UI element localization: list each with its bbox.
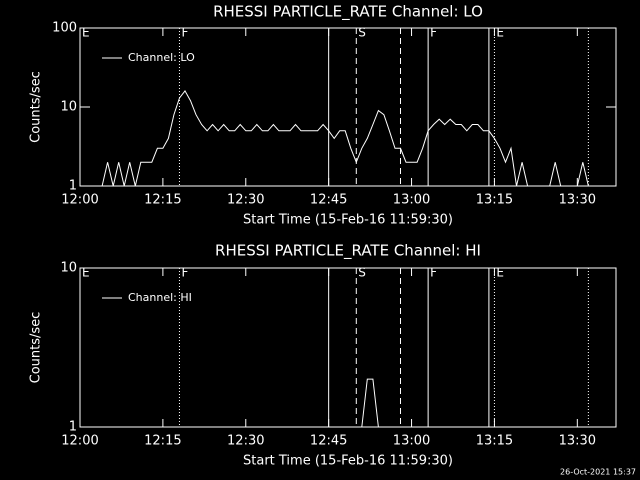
x-tick-label: 12:15 bbox=[144, 434, 181, 449]
x-tick-label: 12:15 bbox=[144, 193, 181, 208]
x-tick-label: 12:30 bbox=[227, 434, 264, 449]
x-tick-label: 13:15 bbox=[476, 434, 513, 449]
footer: 26-Oct-2021 15:37 bbox=[560, 468, 636, 477]
x-tick-label: 13:15 bbox=[476, 193, 513, 208]
x-tick-label: 13:30 bbox=[559, 434, 596, 449]
data-line bbox=[361, 378, 379, 428]
x-axis-label: Start Time (15-Feb-16 11:59:30) bbox=[243, 213, 453, 228]
x-tick-label: 13:00 bbox=[393, 434, 430, 449]
event-label: S bbox=[358, 266, 366, 280]
event-label: S bbox=[358, 26, 366, 40]
event-label: E bbox=[496, 266, 504, 280]
y-axis-label: Counts/sec bbox=[29, 71, 44, 143]
plot-frame bbox=[79, 267, 617, 428]
y-tick-label: 1 bbox=[69, 420, 77, 435]
data-line bbox=[101, 89, 589, 187]
x-tick-label: 13:30 bbox=[559, 193, 596, 208]
legend-label: Channel: LO bbox=[128, 51, 195, 64]
legend-label: Channel: HI bbox=[128, 291, 192, 304]
event-label: F bbox=[181, 266, 188, 280]
y-tick-label: 10 bbox=[60, 100, 77, 115]
x-tick-label: 12:45 bbox=[310, 193, 347, 208]
event-label: E bbox=[82, 266, 90, 280]
event-label: E bbox=[82, 26, 90, 40]
y-tick-label: 100 bbox=[52, 21, 77, 36]
x-tick-label: 12:00 bbox=[61, 434, 98, 449]
chart-title: RHESSI PARTICLE_RATE Channel: HI bbox=[215, 242, 481, 261]
event-label: F bbox=[430, 266, 437, 280]
x-axis-label: Start Time (15-Feb-16 11:59:30) bbox=[243, 454, 453, 469]
x-tick-label: 13:00 bbox=[393, 193, 430, 208]
x-tick-label: 12:30 bbox=[227, 193, 264, 208]
y-tick-label: 10 bbox=[60, 261, 77, 276]
y-tick-label: 1 bbox=[69, 179, 77, 194]
chart-title: RHESSI PARTICLE_RATE Channel: LO bbox=[213, 3, 483, 22]
event-label: F bbox=[430, 26, 437, 40]
event-label: E bbox=[496, 26, 504, 40]
x-tick-label: 12:45 bbox=[310, 434, 347, 449]
y-axis-label: Counts/sec bbox=[29, 312, 44, 384]
event-label: F bbox=[181, 26, 188, 40]
x-tick-label: 12:00 bbox=[61, 193, 98, 208]
